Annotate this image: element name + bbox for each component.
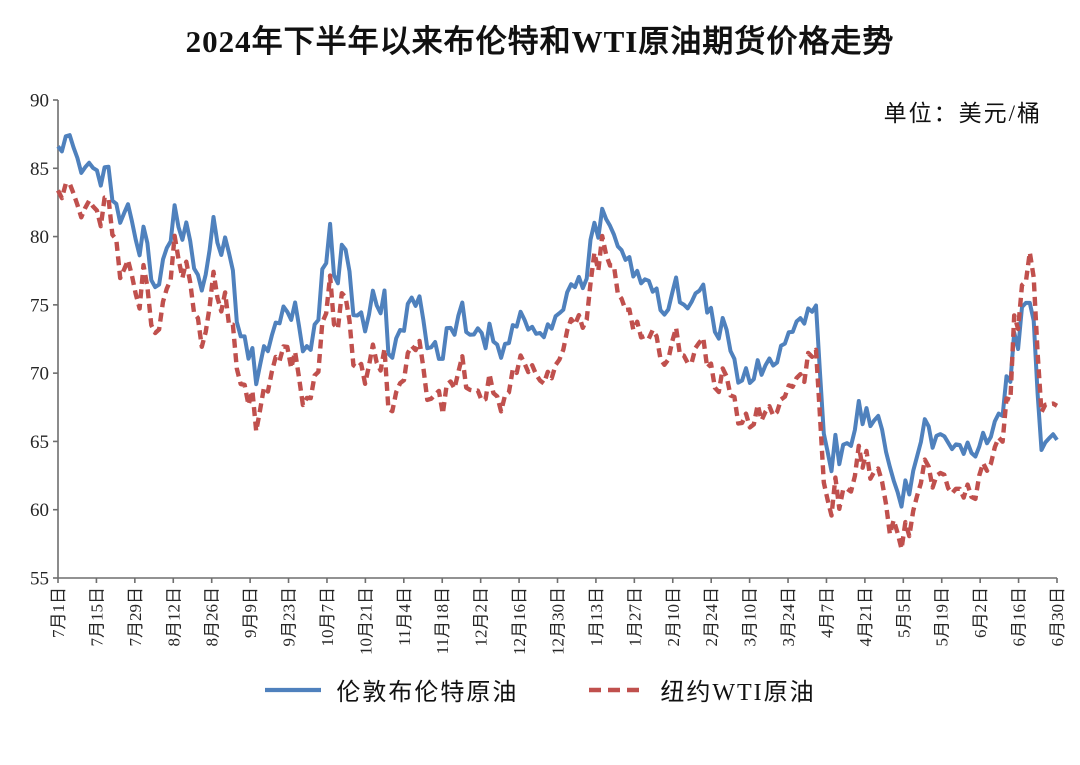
x-tick-label: 4月21日 [856,587,875,647]
x-tick-label: 3月10日 [741,587,760,647]
x-tick-label: 11月4日 [395,587,414,646]
unit-label: 单位：美元/桶 [883,101,1042,126]
x-tick-label: 6月30日 [1048,587,1067,647]
x-tick-label: 7月15日 [87,587,106,647]
price-line-chart: 55 60 65 70 75 80 85 90 7月1日 7月15日 7月29日 8月12日 8月26日… [30,91,1067,656]
wti-price-line [56,181,1059,552]
x-tick-label: 5月19日 [933,587,952,647]
legend-item-wti: 纽约WTI原油 [588,672,815,707]
legend-label-wti: 纽约WTI原油 [660,680,816,706]
legend: 伦敦布伦特原油 纽约WTI原油 [0,672,1080,707]
x-tick-label: 10月7日 [318,587,337,647]
y-tick-label: 75 [30,295,49,316]
x-tick-label: 6月16日 [1010,587,1029,647]
x-tick-label: 7月1日 [49,587,68,638]
x-tick-label: 1月13日 [587,587,606,647]
x-tick-label: 8月12日 [164,587,183,647]
x-tick-label: 5月5日 [894,587,913,638]
x-tick-label: 12月16日 [510,587,529,655]
x-tick-label: 3月24日 [779,587,798,647]
x-axis-ticks: 7月1日 7月15日 7月29日 8月12日 8月26日 9月9日 9月23日 10月7日 10… [49,578,1067,655]
chart-title: 2024年下半年以来布伦特和WTI原油期货价格走势 [185,24,895,59]
y-tick-label: 80 [30,227,49,248]
legend-item-brent: 伦敦布伦特原油 [264,672,518,707]
brent-price-line [56,133,1059,509]
y-tick-label: 65 [30,432,49,453]
x-tick-label: 1月27日 [625,587,644,647]
x-tick-label: 4月7日 [817,587,836,638]
y-tick-label: 60 [30,500,49,521]
x-tick-label: 9月23日 [280,587,299,647]
y-tick-label: 85 [30,159,49,180]
x-tick-label: 12月30日 [549,587,568,655]
x-tick-label: 7月29日 [126,587,145,647]
x-tick-label: 12月2日 [472,587,491,647]
x-tick-label: 2月10日 [664,587,683,647]
y-tick-label: 90 [30,91,49,112]
axes [57,100,1057,579]
x-tick-label: 8月26日 [203,587,222,647]
brent-solid-line-swatch [265,687,322,692]
legend-label-brent: 伦敦布伦特原油 [336,680,519,706]
y-tick-label: 55 [30,569,49,590]
y-axis-ticks: 55 60 65 70 75 80 85 90 [30,91,58,590]
wti-dashed-line-swatch [589,687,646,692]
x-tick-label: 9月9日 [241,587,260,638]
x-tick-label: 2月24日 [702,587,721,647]
x-tick-label: 11月18日 [433,587,452,654]
y-tick-label: 70 [30,364,49,385]
x-tick-label: 6月2日 [971,587,990,638]
x-tick-label: 10月21日 [356,587,375,655]
